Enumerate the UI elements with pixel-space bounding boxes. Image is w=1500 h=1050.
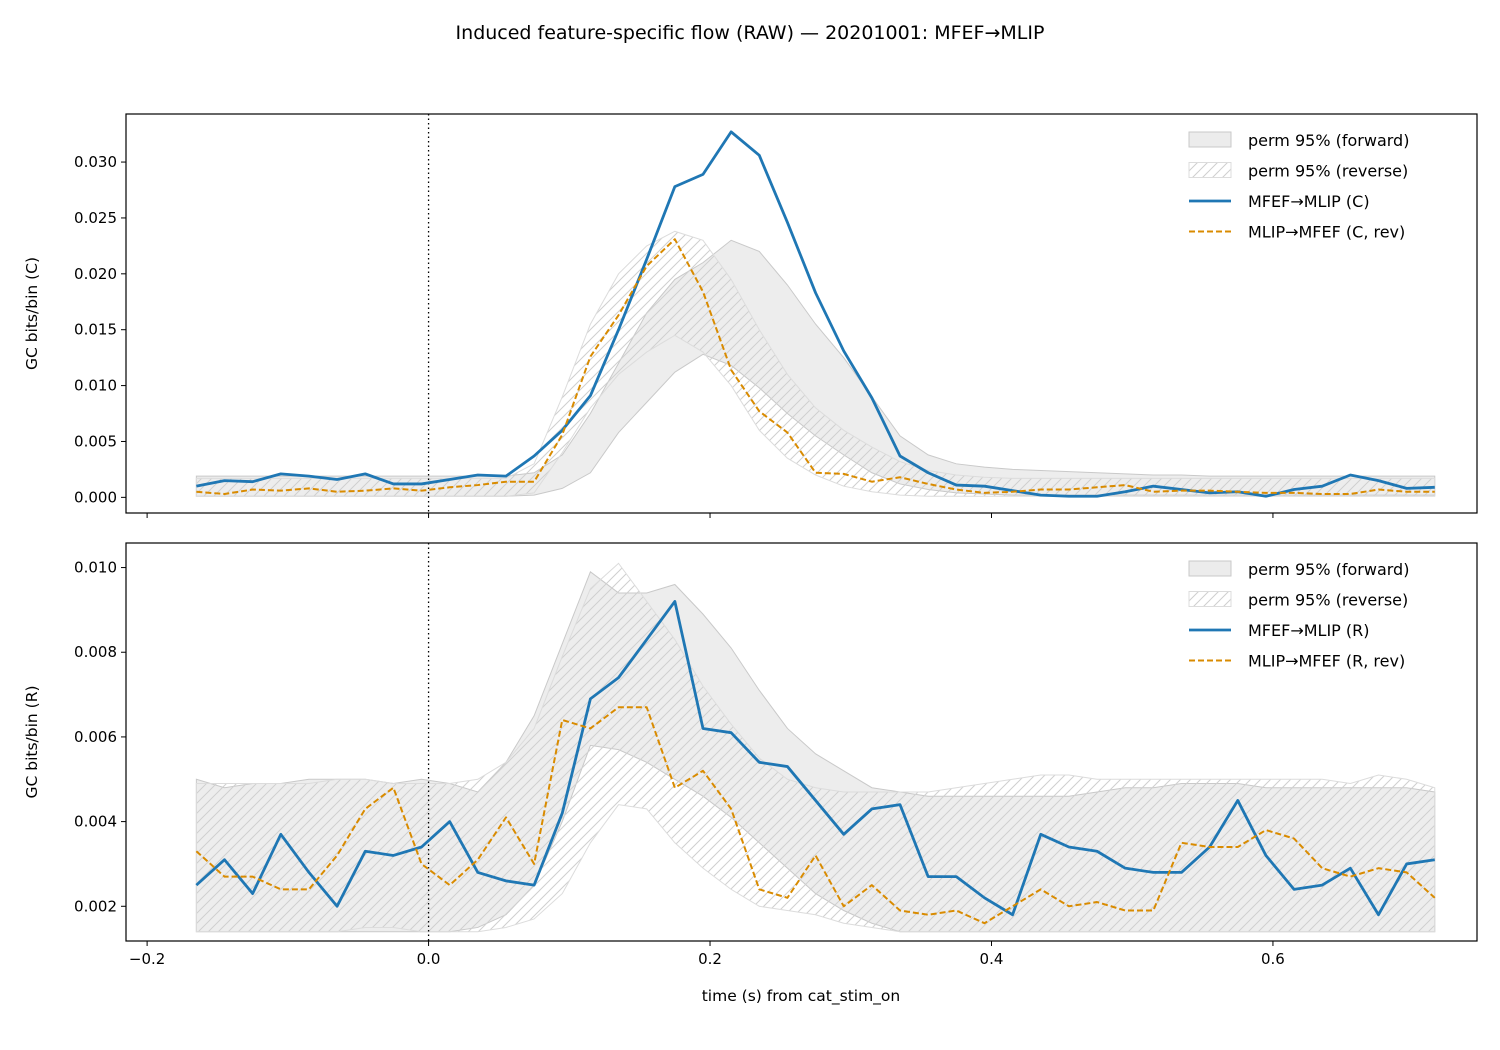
y-tick-label-bottom: 0.008 (74, 643, 117, 661)
plot-area-bottom (195, 543, 1436, 941)
legend-swatch-reverse-band (1188, 591, 1232, 607)
band-reverse-top (195, 230, 1436, 497)
y-axis-label-bottom: GC bits/bin (R) (23, 685, 41, 798)
series-forward-bottom (195, 600, 1435, 917)
legend-swatch-reverse-band (1188, 162, 1232, 178)
panels: 0.000 0.005 0.010 0.015 0.020 0.025 0.030 GC bi… (23, 113, 1478, 968)
legend-label: perm 95% (reverse) (1248, 162, 1408, 181)
legend-label: MFEF→MLIP (R) (1248, 621, 1370, 640)
x-tick-label-bottom: 0.6 (1261, 950, 1285, 968)
legend-top: perm 95% (forward) perm 95% (reverse) MFEF… (1188, 131, 1409, 242)
panel-top: 0.000 0.005 0.010 0.015 0.020 0.025 0.030 GC bi… (23, 113, 1478, 518)
legend-label: perm 95% (reverse) (1248, 591, 1408, 610)
axes-frame-top (125, 113, 1478, 514)
panel-bottom: 0.002 0.004 0.006 0.008 0.010 −0.2 0.0 0.2 0.4 0.… (23, 542, 1478, 968)
y-tick-label-top: 0.025 (74, 209, 117, 227)
y-tick-label-bottom: 0.006 (74, 728, 117, 746)
series-reverse-top (196, 238, 1435, 495)
figure-title: Induced feature-specific flow (RAW) — 20… (456, 22, 1045, 44)
y-tick-label-top: 0.030 (74, 153, 117, 171)
legend-bottom: perm 95% (forward) perm 95% (reverse) MFEF… (1188, 560, 1409, 671)
y-tick-label-top: 0.020 (74, 265, 117, 283)
legend-label: MLIP→MFEF (C, rev) (1248, 223, 1405, 242)
x-tick-label-bottom: 0.2 (698, 950, 722, 968)
y-axis-label-top: GC bits/bin (C) (23, 257, 41, 370)
y-tick-label-bottom: 0.002 (74, 897, 117, 915)
series-reverse-bottom (195, 706, 1436, 925)
y-tick-label-top: 0.005 (74, 432, 117, 450)
legend-label: perm 95% (forward) (1248, 560, 1409, 579)
legend-label: MFEF→MLIP (C) (1248, 192, 1370, 211)
band-reverse-bottom (195, 562, 1436, 933)
x-tick-label-bottom: 0.4 (980, 950, 1004, 968)
plot-area-top (195, 114, 1436, 513)
x-axis-label: time (s) from cat_stim_on (702, 987, 901, 1006)
y-tick-label-top: 0.000 (74, 488, 117, 506)
legend-swatch-forward-band (1188, 560, 1232, 577)
y-tick-label-top: 0.015 (74, 321, 117, 339)
axes-frame-bottom (125, 542, 1478, 942)
legend-label: MLIP→MFEF (R, rev) (1248, 652, 1405, 671)
legend-swatch-forward-band (1188, 131, 1232, 148)
y-tick-label-bottom: 0.004 (74, 813, 117, 831)
x-tick-label-bottom: 0.0 (417, 950, 441, 968)
x-tick-label-bottom: −0.2 (129, 950, 165, 968)
legend-label: perm 95% (forward) (1248, 131, 1409, 150)
y-tick-label-top: 0.010 (74, 377, 117, 395)
y-tick-label-bottom: 0.010 (74, 559, 117, 577)
